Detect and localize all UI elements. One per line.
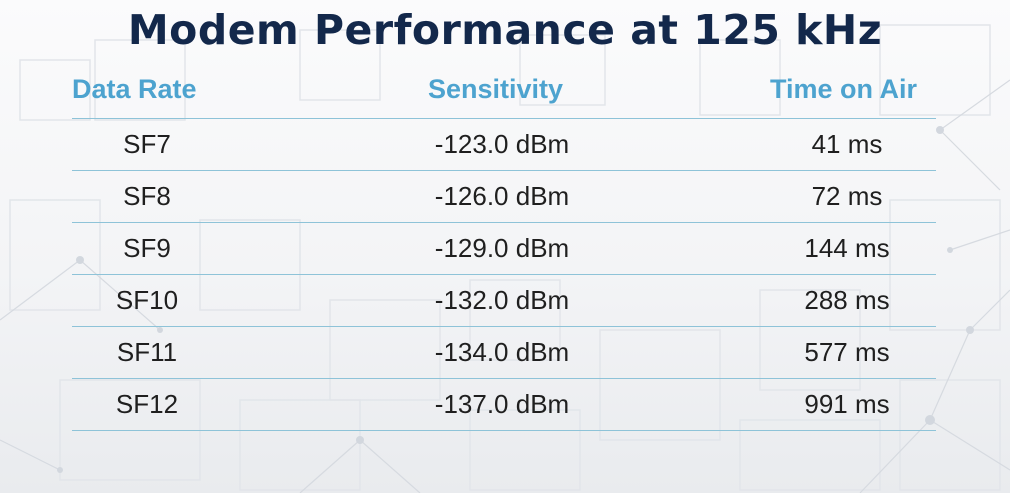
data-rate-cell: SF10	[115, 285, 179, 315]
sensitivity-cell: -134.0 dBm	[434, 337, 570, 367]
header-data-rate: Data Rate	[72, 74, 197, 104]
data-rate-cell: SF7	[123, 129, 171, 159]
sensitivity-cell: -137.0 dBm	[434, 389, 570, 419]
table-row: SF12 -137.0 dBm 991 ms	[72, 378, 936, 431]
time-on-air-cell: 288 ms	[804, 285, 890, 315]
time-on-air-cell: 41 ms	[811, 129, 883, 159]
performance-table: SF7 -123.0 dBm 41 ms SF8 -126.0 dBm 72 m…	[72, 118, 936, 431]
table-row: SF9 -129.0 dBm 144 ms	[72, 222, 936, 274]
table-row: SF10 -132.0 dBm 288 ms	[72, 274, 936, 326]
header-sensitivity: Sensitivity	[428, 74, 564, 104]
data-rate-cell: SF12	[115, 389, 179, 419]
table-row: SF8 -126.0 dBm 72 ms	[72, 170, 936, 222]
sensitivity-cell: -126.0 dBm	[434, 181, 570, 211]
time-on-air-cell: 991 ms	[804, 389, 890, 419]
header-time-on-air: Time on Air	[770, 74, 918, 104]
table-row: SF11 -134.0 dBm 577 ms	[72, 326, 936, 378]
data-rate-cell: SF11	[116, 337, 178, 367]
time-on-air-cell: 577 ms	[804, 337, 890, 367]
data-rate-cell: SF8	[123, 181, 171, 211]
time-on-air-cell: 144 ms	[804, 233, 890, 263]
sensitivity-cell: -132.0 dBm	[434, 285, 570, 315]
sensitivity-cell: -123.0 dBm	[434, 129, 570, 159]
table-row: SF7 -123.0 dBm 41 ms	[72, 118, 936, 170]
time-on-air-cell: 72 ms	[811, 181, 883, 211]
slide-title: Modem Performance at 125 kHz	[127, 6, 883, 54]
sensitivity-cell: -129.0 dBm	[434, 233, 570, 263]
data-rate-cell: SF9	[123, 233, 171, 263]
